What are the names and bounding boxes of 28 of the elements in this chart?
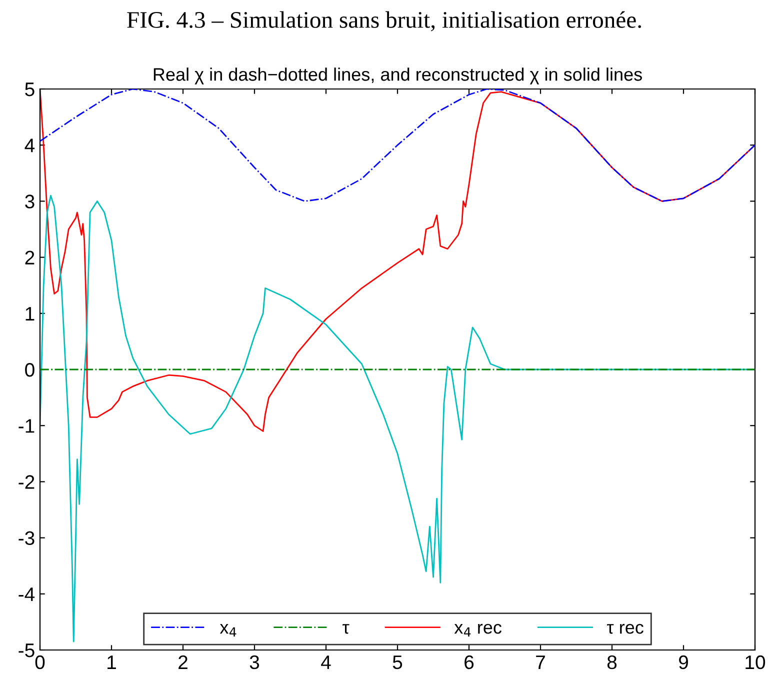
- chart-title: FIG. 4.3 – Simulation sans bruit, initialisation erronée.: [127, 11, 641, 32]
- legend-label: τ: [342, 624, 350, 634]
- y-tick-label: 3: [25, 194, 34, 208]
- y-tick-label: -2: [18, 475, 34, 489]
- y-tick-label: -4: [18, 588, 35, 601]
- x-tick-label: 8: [607, 655, 617, 670]
- y-tick-label: -1: [18, 419, 34, 433]
- y-tick-label: 4: [24, 138, 35, 152]
- x-tick-label: 0: [35, 655, 45, 670]
- x-tick-label: 6: [464, 655, 474, 670]
- y-tick-label: -3: [18, 531, 34, 546]
- y-tick-label: -5: [18, 644, 34, 658]
- y-tick-label: 0: [25, 362, 34, 377]
- y-tick-label: 1: [26, 307, 34, 320]
- x-tick-label: 4: [321, 656, 331, 669]
- x-tick-label: 1: [108, 656, 116, 669]
- y-tick-label: 2: [25, 250, 34, 264]
- x-tick-label: 3: [250, 655, 260, 670]
- chart-subtitle: Real χ in dash−dotted lines, and reconstructed χ in solid lines: [154, 68, 642, 84]
- legend-label: τ rec: [606, 624, 644, 634]
- y-tick-label: 5: [25, 82, 34, 96]
- legend-label: x$_{4}$ rec: [454, 624, 502, 637]
- x-tick-label: 5: [392, 656, 402, 670]
- x-tick-label: 10: [746, 655, 766, 670]
- x-tick-label: 9: [679, 655, 688, 670]
- legend-label: x$_{4}$: [220, 624, 236, 637]
- x-tick-label: 7: [536, 656, 545, 669]
- x-tick-label: 2: [178, 655, 188, 669]
